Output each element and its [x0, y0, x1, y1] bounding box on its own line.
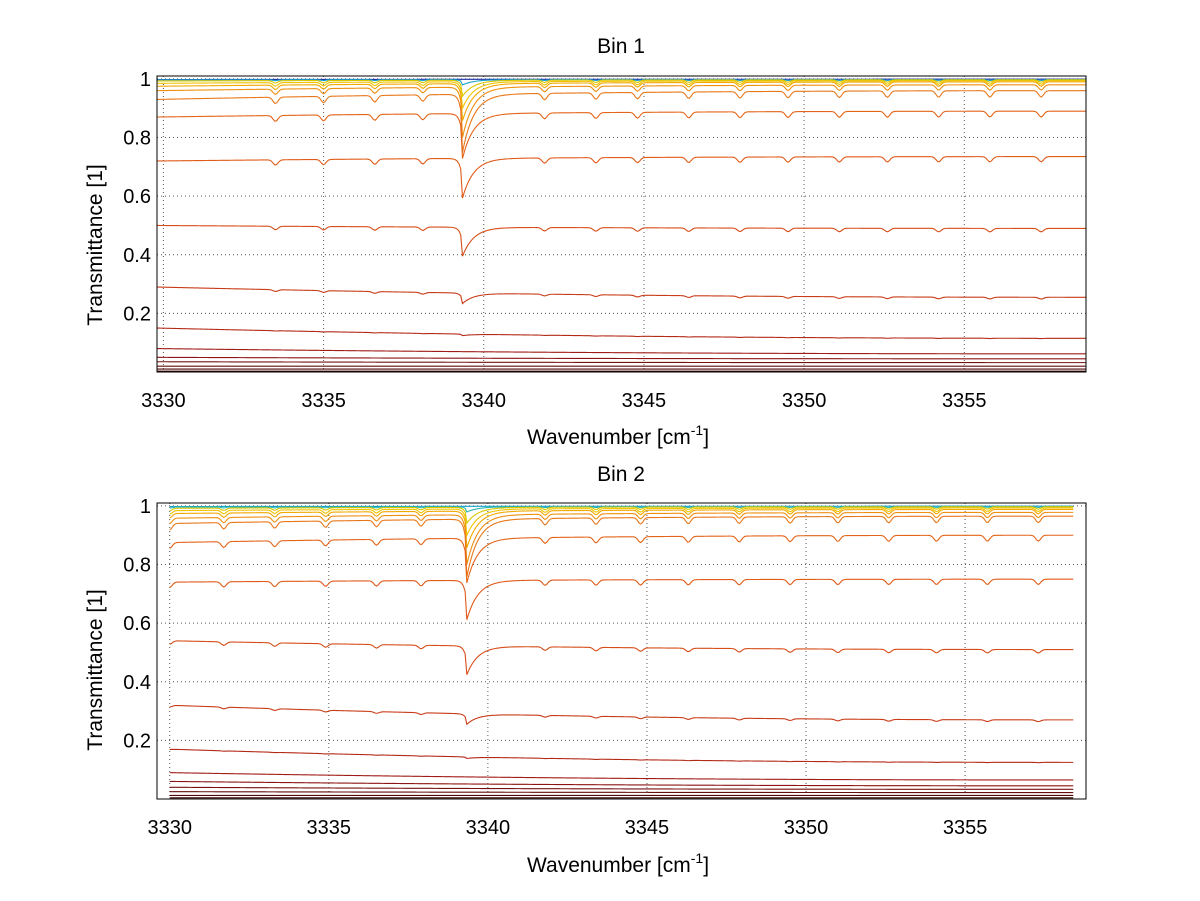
grid — [157, 76, 1086, 372]
y-tick-label: 0.2 — [123, 303, 151, 325]
series-line — [156, 84, 1086, 138]
plot-title: Bin 2 — [597, 463, 645, 486]
x-axis-label: Wavenumber [cm-1] — [527, 422, 709, 449]
series-line — [169, 507, 1074, 538]
series-line — [156, 110, 1086, 159]
series-line — [169, 578, 1074, 620]
x-tick-label: 3340 — [466, 817, 511, 839]
series-line — [156, 327, 1086, 340]
series-line — [169, 791, 1074, 794]
series-line — [169, 704, 1074, 726]
x-tick-label: 3345 — [622, 390, 667, 412]
series-group — [169, 505, 1074, 799]
x-tick-label: 3355 — [942, 390, 987, 412]
y-tick-label: 0.6 — [123, 613, 151, 635]
y-tick-label: 1 — [140, 496, 151, 518]
y-tick-label: 0.8 — [123, 555, 151, 577]
x-tick-label: 3355 — [943, 817, 988, 839]
series-line — [169, 772, 1074, 781]
series-line — [157, 79, 1086, 98]
x-tick-label: 3335 — [307, 817, 352, 839]
series-line — [169, 780, 1074, 787]
series-line — [169, 508, 1074, 549]
x-tick-label: 3330 — [147, 817, 192, 839]
x-tick-label: 3340 — [462, 390, 507, 412]
axes-frame — [156, 75, 1087, 373]
y-tick-label: 0.4 — [123, 672, 151, 694]
axes-frame — [156, 502, 1087, 800]
series-group — [156, 78, 1086, 372]
series-line — [157, 356, 1086, 360]
x-tick-label: 3345 — [625, 817, 670, 839]
x-tick-label: 3350 — [784, 817, 829, 839]
series-line — [156, 80, 1086, 111]
series-line — [156, 286, 1086, 305]
x-tick-labels: 3330 3335 3340 3345 3350 3355 — [141, 390, 986, 412]
plot-title: Bin 1 — [597, 35, 645, 58]
y-tick-label: 0.2 — [123, 730, 151, 752]
series-line — [156, 90, 1086, 153]
series-line — [156, 361, 1086, 364]
y-tick-labels: 0.2 0.4 0.6 0.8 1 — [123, 69, 151, 325]
x-tick-label: 3335 — [301, 390, 346, 412]
subplot-bin-1: Bin 1 3330 3335 3340 3345 3350 3355 0.2 0.4 0.6… — [84, 35, 1087, 449]
series-line — [156, 81, 1086, 121]
series-line — [169, 506, 1074, 525]
series-line — [169, 786, 1074, 790]
series-line — [169, 640, 1074, 675]
y-axis-label: Transmittance [1] — [84, 164, 107, 325]
y-tick-label: 0.8 — [123, 128, 151, 150]
x-tick-label: 3330 — [141, 390, 186, 412]
series-line — [156, 156, 1086, 199]
y-axis-label: Transmittance [1] — [84, 589, 107, 750]
series-line — [156, 224, 1086, 257]
subplot-bin-2: Bin 2 3330 3335 3340 3345 3350 3355 0.2 0.4 0.6… — [84, 463, 1087, 877]
y-tick-label: 0.6 — [123, 186, 151, 208]
x-tick-labels: 3330 3335 3340 3345 3350 3355 — [147, 817, 987, 839]
y-tick-label: 0.4 — [123, 245, 151, 267]
series-line — [169, 748, 1074, 764]
x-axis-label: Wavenumber [cm-1] — [527, 850, 709, 877]
series-line — [169, 511, 1074, 565]
grid — [157, 503, 1086, 799]
x-tick-label: 3350 — [782, 390, 827, 412]
y-tick-label: 1 — [140, 69, 151, 91]
series-line — [169, 515, 1074, 577]
series-line — [169, 534, 1074, 583]
y-tick-labels: 0.2 0.4 0.6 0.8 1 — [123, 496, 151, 752]
series-line — [156, 348, 1086, 355]
